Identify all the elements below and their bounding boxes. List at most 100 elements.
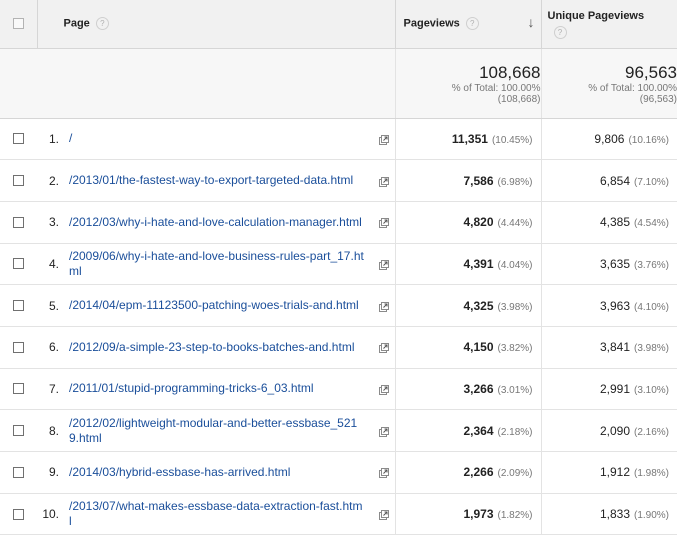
select-all-cell xyxy=(0,0,37,49)
row-checkbox[interactable] xyxy=(13,258,24,270)
unique-pageviews-value: 9,806 xyxy=(594,131,625,146)
unique-pageviews-value: 2,991 xyxy=(599,381,630,396)
table-row: 1./11,351 (10.45%) 9,806 (10.16%) xyxy=(0,118,677,161)
unique-pageviews-cell: 4,385 (4.54%) xyxy=(540,201,677,244)
unique-pageviews-value: 6,854 xyxy=(599,173,630,188)
page-link[interactable]: /2014/03/hybrid-essbase-has-arrived.html xyxy=(69,464,291,479)
pageviews-help-icon[interactable]: ? xyxy=(465,17,479,31)
table-row: 3./2012/03/why-i-hate-and-love-calculati… xyxy=(0,201,677,244)
pageviews-cell: 4,150 (3.82%) xyxy=(394,326,542,369)
unique-pageviews-cell: 3,635 (3.76%) xyxy=(540,243,677,286)
page-column-label: Page xyxy=(63,17,90,30)
open-external-icon[interactable] xyxy=(378,384,389,395)
row-index: 8. xyxy=(37,409,69,452)
unique-pageviews-value: 1,833 xyxy=(599,507,630,522)
pageviews-percent: (3.98%) xyxy=(497,301,533,313)
row-checkbox[interactable] xyxy=(13,216,24,228)
page-link[interactable]: /2012/09/a-simple-23-step-to-books-batch… xyxy=(69,339,355,354)
unique-pageviews-value: 3,841 xyxy=(599,340,630,355)
totals-blank-cell xyxy=(0,48,396,119)
unique-pageviews-column-header[interactable]: Unique Pageviews ? xyxy=(540,0,677,49)
select-all-checkbox[interactable] xyxy=(12,18,24,30)
row-checkbox[interactable] xyxy=(13,175,24,187)
page-column-header[interactable]: Page? xyxy=(36,0,396,49)
open-external-icon[interactable] xyxy=(378,301,389,312)
page-cell: /2011/01/stupid-programming-tricks-6_03.… xyxy=(69,368,396,411)
pageviews-cell: 7,586 (6.98%) xyxy=(394,159,542,202)
row-checkbox-cell xyxy=(0,159,37,202)
unique-pageviews-value: 3,635 xyxy=(599,256,630,271)
table-row: 10./2013/07/what-makes-essbase-data-extr… xyxy=(0,493,677,535)
row-index: 3. xyxy=(37,201,69,244)
row-checkbox[interactable] xyxy=(13,383,24,395)
page-cell: /2014/04/epm-11123500-patching-woes-tria… xyxy=(69,284,396,327)
open-external-icon[interactable] xyxy=(378,134,389,145)
open-external-icon[interactable] xyxy=(378,467,389,479)
unique-pageviews-cell: 1,833 (1.90%) xyxy=(540,493,677,535)
row-checkbox-cell xyxy=(0,284,37,327)
row-checkbox[interactable] xyxy=(13,341,24,353)
page-link[interactable]: /2011/01/stupid-programming-tricks-6_03.… xyxy=(69,381,314,396)
page-link[interactable]: /2012/03/why-i-hate-and-love-calculation… xyxy=(69,214,362,229)
unique-pageviews-percent: (4.10%) xyxy=(634,301,670,313)
unique-pageviews-cell: 9,806 (10.16%) xyxy=(540,118,677,161)
unique-pageviews-total-cell: 96,563 % of Total: 100.00% (96,563) xyxy=(540,48,677,119)
unique-pageviews-value: 2,090 xyxy=(599,423,630,438)
page-help-icon[interactable]: ? xyxy=(95,17,109,31)
unique-pageviews-percent: (3.76%) xyxy=(634,259,670,271)
row-checkbox-cell xyxy=(0,368,37,411)
unique-pageviews-percent: (3.10%) xyxy=(634,384,670,396)
row-checkbox[interactable] xyxy=(13,466,24,478)
pageviews-percent: (10.45%) xyxy=(491,134,533,146)
open-external-icon[interactable] xyxy=(378,426,389,437)
unique-pageviews-value: 1,912 xyxy=(599,465,630,480)
pageviews-total-cell: 108,668 % of Total: 100.00% (108,668) xyxy=(394,48,542,119)
page-cell: /2014/03/hybrid-essbase-has-arrived.html xyxy=(69,451,396,494)
row-checkbox[interactable] xyxy=(13,300,24,312)
unique-pageviews-total-absolute: (96,563) xyxy=(639,94,677,105)
pageviews-cell: 4,325 (3.98%) xyxy=(394,284,542,327)
pageviews-column-label: Pageviews xyxy=(403,17,460,30)
unique-pageviews-cell: 3,841 (3.98%) xyxy=(540,326,677,369)
table-row: 7./2011/01/stupid-programming-tricks-6_0… xyxy=(0,368,677,411)
row-checkbox[interactable] xyxy=(13,133,24,145)
page-cell: /2013/01/the-fastest-way-to-export-targe… xyxy=(69,159,396,202)
page-link[interactable]: / xyxy=(69,131,73,146)
page-link[interactable]: /2013/01/the-fastest-way-to-export-targe… xyxy=(69,173,354,188)
pageviews-value: 2,364 xyxy=(463,423,494,438)
row-checkbox[interactable] xyxy=(13,508,24,520)
row-checkbox-cell xyxy=(0,326,37,369)
unique-pageviews-percent: (1.90%) xyxy=(634,510,670,522)
pageviews-total-absolute: (108,668) xyxy=(497,94,541,105)
page-cell: / xyxy=(69,118,396,161)
row-checkbox-cell xyxy=(0,409,37,452)
pageviews-value: 11,351 xyxy=(451,131,488,146)
unique-pageviews-value: 3,963 xyxy=(599,298,630,313)
pageviews-column-header[interactable]: Pageviews? ↓ xyxy=(394,0,542,49)
row-index: 4. xyxy=(37,243,69,286)
page-link[interactable]: /2012/02/lightweight-modular-and-better-… xyxy=(69,415,358,445)
pageviews-cell: 11,351 (10.45%) xyxy=(394,118,542,161)
pageviews-value: 7,586 xyxy=(463,173,494,188)
open-external-icon[interactable] xyxy=(378,342,389,354)
page-link[interactable]: /2013/07/what-makes-essbase-data-extract… xyxy=(69,499,363,529)
row-checkbox[interactable] xyxy=(13,425,24,437)
pageviews-cell: 4,820 (4.44%) xyxy=(394,201,542,244)
row-index: 10. xyxy=(37,493,69,535)
table-row: 8./2012/02/lightweight-modular-and-bette… xyxy=(0,409,677,452)
pageviews-value: 1,973 xyxy=(463,507,494,522)
pageviews-value: 4,150 xyxy=(463,340,494,355)
sort-descending-icon[interactable]: ↓ xyxy=(527,14,535,30)
unique-pageviews-column-label: Unique Pageviews xyxy=(547,10,645,23)
page-link[interactable]: /2014/04/epm-11123500-patching-woes-tria… xyxy=(69,298,359,313)
pageviews-percent: (2.09%) xyxy=(497,468,533,480)
unique-pageviews-help-icon[interactable]: ? xyxy=(553,26,567,40)
open-external-icon[interactable] xyxy=(378,176,389,187)
unique-pageviews-cell: 3,963 (4.10%) xyxy=(540,284,677,327)
row-checkbox-cell xyxy=(0,201,37,244)
open-external-icon[interactable] xyxy=(378,217,389,229)
open-external-icon[interactable] xyxy=(378,509,389,521)
page-link[interactable]: /2009/06/why-i-hate-and-love-business-ru… xyxy=(69,248,364,278)
open-external-icon[interactable] xyxy=(378,259,389,270)
page-cell: /2012/02/lightweight-modular-and-better-… xyxy=(69,409,396,452)
